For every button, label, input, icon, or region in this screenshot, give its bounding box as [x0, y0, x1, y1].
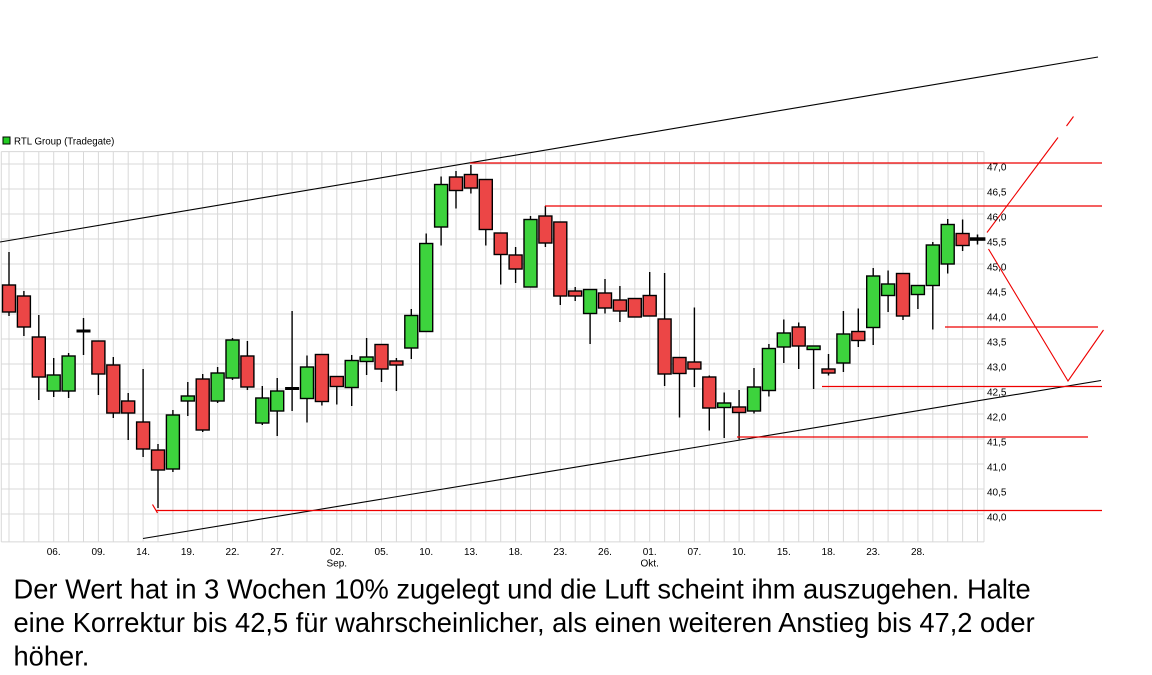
- svg-text:höher.: höher.: [14, 641, 90, 671]
- svg-text:09.: 09.: [91, 547, 105, 558]
- svg-text:Sep.: Sep.: [327, 559, 348, 570]
- svg-text:42,5: 42,5: [987, 388, 1007, 399]
- svg-text:06.: 06.: [47, 547, 61, 558]
- svg-text:10.: 10.: [732, 547, 746, 558]
- svg-text:22.: 22.: [226, 547, 240, 558]
- svg-text:10.: 10.: [419, 547, 433, 558]
- svg-text:05.: 05.: [375, 547, 389, 558]
- svg-text:45,0: 45,0: [987, 263, 1007, 274]
- svg-text:26.: 26.: [598, 547, 612, 558]
- svg-text:07.: 07.: [687, 547, 701, 558]
- svg-text:19.: 19.: [181, 547, 195, 558]
- svg-text:46,0: 46,0: [987, 213, 1007, 224]
- svg-text:28.: 28.: [911, 547, 925, 558]
- svg-text:43,0: 43,0: [987, 363, 1007, 374]
- svg-text:RTL Group (Tradegate): RTL Group (Tradegate): [14, 137, 114, 148]
- svg-text:40,5: 40,5: [987, 488, 1007, 499]
- svg-text:44,5: 44,5: [987, 288, 1007, 299]
- svg-text:14.: 14.: [136, 547, 150, 558]
- svg-text:Okt.: Okt.: [641, 559, 659, 570]
- svg-text:18.: 18.: [822, 547, 836, 558]
- svg-text:23.: 23.: [866, 547, 880, 558]
- svg-text:Der Wert hat in 3 Wochen 10% z: Der Wert hat in 3 Wochen 10% zugelegt un…: [14, 574, 1031, 605]
- svg-text:01.: 01.: [643, 547, 657, 558]
- svg-text:15.: 15.: [777, 547, 791, 558]
- svg-text:44,0: 44,0: [987, 313, 1007, 324]
- svg-text:40,0: 40,0: [987, 513, 1007, 524]
- svg-text:46,5: 46,5: [987, 188, 1007, 199]
- svg-text:18.: 18.: [509, 547, 523, 558]
- svg-text:41,5: 41,5: [987, 438, 1007, 449]
- svg-text:45,5: 45,5: [987, 238, 1007, 249]
- svg-text:27.: 27.: [270, 547, 284, 558]
- svg-text:13.: 13.: [464, 547, 478, 558]
- svg-text:eine Korrektur bis 42,5 für wa: eine Korrektur bis 42,5 für wahrscheinli…: [14, 607, 1035, 638]
- svg-text:41,0: 41,0: [987, 463, 1007, 474]
- svg-text:02.: 02.: [330, 547, 344, 558]
- svg-text:23.: 23.: [553, 547, 567, 558]
- svg-text:42,0: 42,0: [987, 413, 1007, 424]
- svg-text:47,0: 47,0: [987, 163, 1007, 174]
- svg-text:43,5: 43,5: [987, 338, 1007, 349]
